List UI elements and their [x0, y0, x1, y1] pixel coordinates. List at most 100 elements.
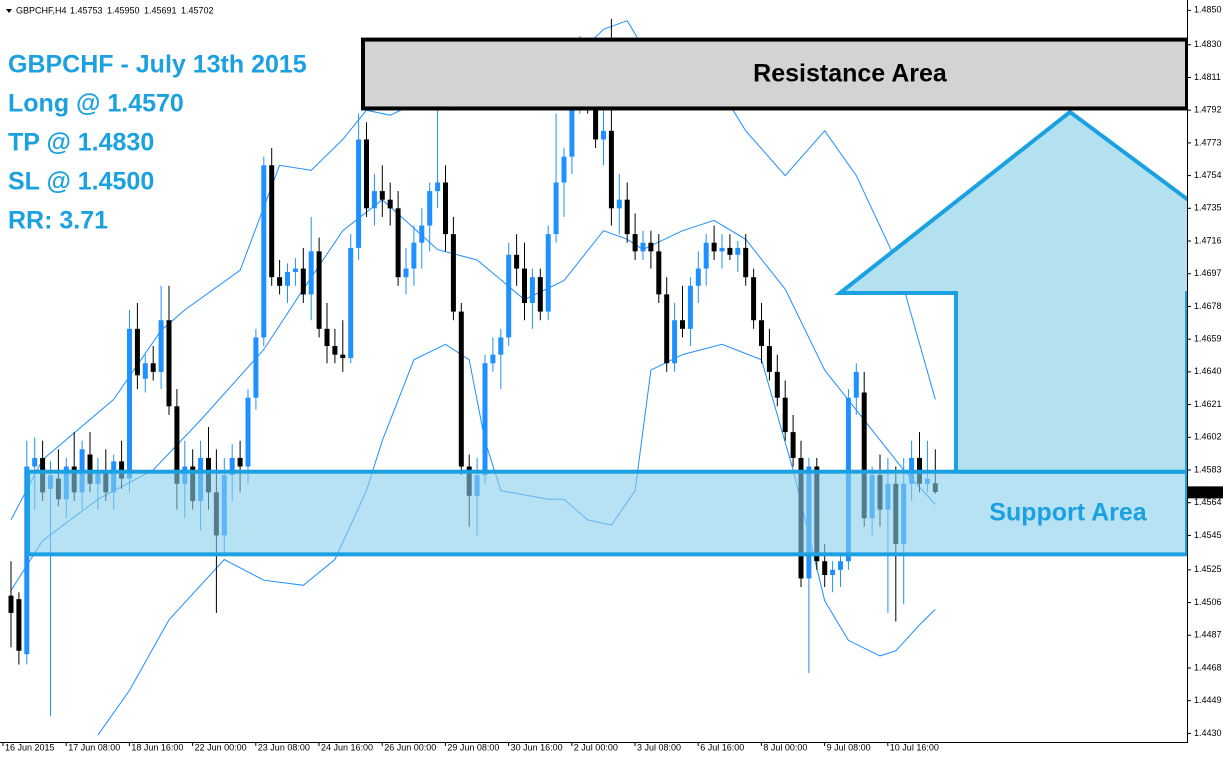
candle-body: [229, 457, 235, 476]
candle-body: [782, 397, 788, 433]
bollinger-band: [10, 199, 936, 591]
candle-body: [24, 466, 30, 655]
candle-body: [419, 225, 425, 243]
candle-body: [285, 272, 290, 286]
candle-body: [498, 337, 504, 355]
candle-body: [553, 182, 559, 235]
candle-body: [751, 277, 757, 321]
x-tick-label: 29 Jun 08:00: [447, 742, 499, 752]
trade-note: GBPCHF - July 13th 2015: [8, 51, 307, 79]
candle-body: [150, 363, 156, 372]
candle-body: [569, 96, 575, 157]
trade-note: RR: 3.71: [8, 207, 108, 235]
y-tick-label: 1.4754: [1194, 170, 1222, 180]
candle-body: [348, 247, 354, 359]
candle-body: [411, 242, 417, 269]
candle-body: [545, 234, 551, 312]
y-tick-label: 1.4621: [1194, 399, 1222, 409]
candle-body: [379, 191, 385, 200]
x-tick-label: 16 Jun 2015: [5, 742, 55, 752]
candle-body: [16, 599, 22, 651]
x-tick-label: 30 Jun 16:00: [511, 742, 563, 752]
candle-body: [332, 346, 338, 355]
candle-body: [743, 247, 749, 278]
zones: Resistance Area Support Area: [26, 37, 1189, 557]
candle-body: [308, 251, 314, 295]
candle-body: [632, 234, 638, 252]
y-tick-label: 1.4583: [1194, 464, 1222, 474]
candle-body: [719, 247, 725, 252]
y-tick-label: 1.4602: [1194, 432, 1222, 442]
y-tick-label: 1.4678: [1194, 301, 1222, 311]
candle-body: [687, 285, 693, 329]
axes: 1.4850 1.4830 1.4811 1.4792 1.4773 1.4754 1.47…: [2, 5, 1223, 752]
candle-body: [134, 328, 140, 376]
candle-body: [822, 561, 828, 576]
price-axis-panel: [1187, 0, 1223, 760]
zone-label: Resistance Area: [753, 60, 948, 88]
x-tick-label: 9 Jul 08:00: [827, 742, 871, 752]
candle-body: [458, 311, 464, 467]
trade-note: TP @ 1.4830: [8, 129, 154, 157]
x-tick-label: 26 Jun 00:00: [384, 742, 436, 752]
candle-body: [490, 354, 496, 364]
candle-body: [166, 320, 172, 407]
x-tick-label: 18 Jun 16:00: [131, 742, 183, 752]
y-tick-label: 1.4792: [1194, 105, 1222, 115]
candle-body: [324, 328, 330, 347]
candle-body: [514, 254, 520, 269]
candle-body: [245, 397, 251, 467]
x-tick-label: 2 Jul 00:00: [574, 742, 618, 752]
candle-body: [142, 363, 148, 379]
candle-body: [174, 406, 180, 484]
candle-body: [830, 569, 836, 576]
candle-body: [340, 354, 346, 359]
candle-body: [593, 105, 599, 140]
candle-body: [364, 139, 369, 209]
candle-body: [727, 247, 733, 255]
candle-body: [292, 268, 298, 273]
candle-body: [790, 432, 796, 458]
candle-body: [395, 208, 401, 278]
header-value: 1.45691: [144, 5, 177, 15]
candle-body: [838, 561, 843, 570]
y-tick-label: 1.4850: [1194, 5, 1222, 15]
candle-body: [253, 337, 259, 398]
menu-triangle: [6, 9, 12, 13]
header-value: 1.45702: [181, 5, 214, 15]
candle-body: [269, 165, 275, 278]
x-tick-label: 23 Jun 08:00: [258, 742, 310, 752]
candle-body: [640, 242, 646, 252]
candle-body: [656, 251, 662, 295]
candle-body: [261, 165, 267, 338]
current-price-label: 1.4570: [1194, 487, 1222, 497]
y-tick-label: 1.4430: [1194, 728, 1222, 738]
candle-body: [482, 363, 488, 476]
y-tick-label: 1.4545: [1194, 530, 1222, 540]
candle-body: [158, 320, 164, 372]
x-tick-label: 22 Jun 00:00: [195, 742, 247, 752]
zone-label: Support Area: [989, 499, 1148, 527]
y-tick-label: 1.4811: [1194, 72, 1221, 82]
symbol: GBPCHF,H4: [16, 5, 67, 15]
candle-body: [87, 454, 93, 484]
candle-body: [450, 234, 456, 312]
y-tick-label: 1.4564: [1194, 497, 1222, 507]
y-tick-label: 1.4773: [1194, 137, 1222, 147]
y-tick-label: 1.4659: [1194, 334, 1222, 344]
y-tick-label: 1.4640: [1194, 366, 1222, 376]
trade-notes: GBPCHF - July 13th 2015 Long @ 1.4570 TP @…: [8, 51, 307, 235]
trade-note: SL @ 1.4500: [8, 168, 154, 196]
candle-body: [774, 371, 780, 398]
candle-body: [616, 199, 622, 209]
candle-body: [711, 242, 717, 252]
y-tick-label: 1.4468: [1194, 662, 1222, 672]
zone: [26, 469, 1189, 557]
y-tick-label: 1.4487: [1194, 630, 1222, 640]
trade-note: Long @ 1.4570: [8, 90, 184, 118]
candle-body: [537, 277, 543, 312]
y-tick-label: 1.4506: [1194, 597, 1222, 607]
candle-body: [608, 130, 614, 209]
header-value: 1.45950: [107, 5, 140, 15]
